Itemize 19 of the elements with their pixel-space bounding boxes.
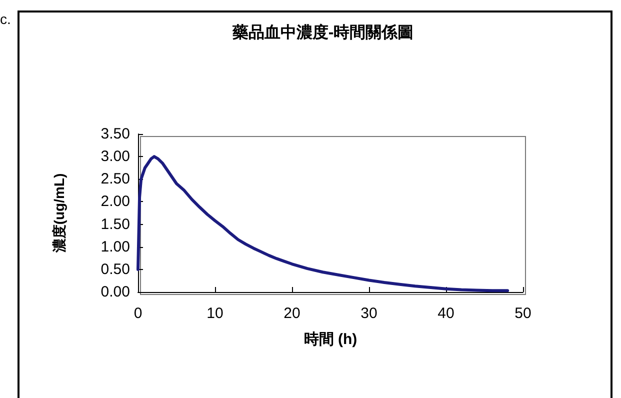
y-tick-label: 2.00 bbox=[100, 193, 130, 210]
y-tick-label: 3.00 bbox=[100, 148, 130, 166]
y-tick-label: 0.00 bbox=[100, 284, 130, 300]
y-tick-label: 0.50 bbox=[100, 260, 130, 278]
x-tick-label: 50 bbox=[514, 305, 532, 322]
x-tick-label: 0 bbox=[134, 305, 142, 322]
y-tick-label: 1.50 bbox=[100, 216, 130, 233]
y-tick-label: 3.50 bbox=[100, 126, 130, 142]
y-tick-label: 2.50 bbox=[100, 170, 130, 188]
chart-title: 藥品血中濃度-時間關係圖 bbox=[231, 22, 414, 42]
x-tick-label: 40 bbox=[438, 305, 454, 322]
text: c. bbox=[0, 11, 11, 27]
x-tick-label: 20 bbox=[284, 305, 300, 322]
x-tick-label: 10 bbox=[206, 305, 224, 322]
y-axis-title: 濃度(ug/mL) bbox=[51, 173, 67, 254]
y-tick-label: 1.00 bbox=[100, 238, 130, 256]
x-tick-label: 30 bbox=[360, 305, 378, 322]
line-series bbox=[136, 155, 510, 292]
x-axis-title: 時間 (h) bbox=[304, 331, 358, 348]
